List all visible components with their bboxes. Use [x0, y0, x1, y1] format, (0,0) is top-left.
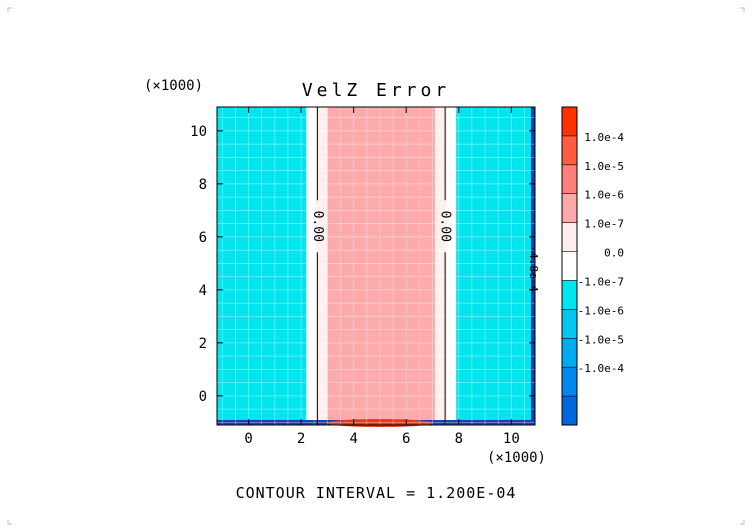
x-tick-label: 4 [349, 431, 357, 447]
legend-frame [561, 106, 578, 426]
x-tick-label: 6 [402, 431, 410, 447]
legend-label-3: 1.0e-6 [584, 189, 624, 202]
legend-swatch-7 [562, 309, 577, 339]
contour-label-1: 0.00 [438, 211, 453, 242]
contour-band-4 [435, 107, 447, 425]
legend-label-7: -1.0e-6 [578, 304, 624, 317]
x-tick-label: 8 [455, 431, 463, 447]
legend-swatch-10 [562, 396, 577, 425]
y-axis: 0 2 4 6 8 10 [190, 124, 535, 405]
legend-label-2: 1.0e-5 [584, 160, 624, 173]
x-tick-label: 0 [244, 431, 252, 447]
legend-swatch-2 [562, 164, 577, 194]
x-tick-label: 2 [297, 431, 305, 447]
contour-band-6 [456, 107, 535, 425]
right-edge-strip [531, 107, 535, 425]
contour-lines: 0.00 0.00 -4.8e-4 [310, 107, 540, 425]
x-scale-label: (×1000) [487, 450, 546, 466]
legend-label-9: -1.0e-4 [578, 362, 625, 375]
y-tick-label: 10 [190, 124, 207, 140]
contour-band-2 [315, 107, 328, 425]
contour-label-0: 0.00 [310, 211, 325, 242]
color-legend: 1.0e-4 1.0e-5 1.0e-6 1.0e-7 0.0 -1.0e-7 -1.0e-… [561, 106, 625, 426]
legend-swatch-9 [562, 367, 577, 397]
y-tick-label: 8 [199, 177, 207, 193]
legend-swatch-1 [562, 135, 577, 165]
legend-swatch-0 [562, 107, 577, 136]
legend-swatch-4 [562, 222, 577, 252]
plot-frame [216, 106, 536, 426]
y-scale-label: (×1000) [144, 78, 203, 94]
plot-area [217, 107, 535, 427]
y-tick-label: 4 [199, 283, 207, 299]
legend-label-1: 1.0e-4 [584, 131, 624, 144]
contour-band-1 [306, 107, 316, 425]
legend-swatch-6 [562, 280, 577, 310]
x-tick-label: 10 [503, 431, 520, 447]
legend-swatch-3 [562, 193, 577, 223]
legend-swatch-8 [562, 338, 577, 368]
contour-band-3 [327, 107, 436, 425]
y-tick-label: 2 [199, 336, 207, 352]
contour-band-5 [446, 107, 457, 425]
chart-title: VelZ Error [302, 80, 450, 101]
legend-swatch-5 [562, 251, 577, 281]
edge-contour-label: -4.8e-4 [527, 245, 540, 292]
x-axis: 0 2 4 6 8 10 [244, 107, 520, 447]
plot-grid [217, 107, 535, 425]
y-tick-label: 6 [199, 230, 207, 246]
legend-label-6: -1.0e-7 [578, 275, 624, 288]
page-corner-marks [7, 7, 745, 525]
y-tick-label: 0 [199, 389, 207, 405]
contour-interval-footer: CONTOUR INTERVAL = 1.200E-04 [236, 484, 517, 502]
legend-label-4: 1.0e-7 [584, 218, 624, 231]
legend-label-5: 0.0 [604, 247, 624, 260]
legend-label-8: -1.0e-5 [578, 333, 624, 346]
contour-band-0 [217, 107, 307, 425]
